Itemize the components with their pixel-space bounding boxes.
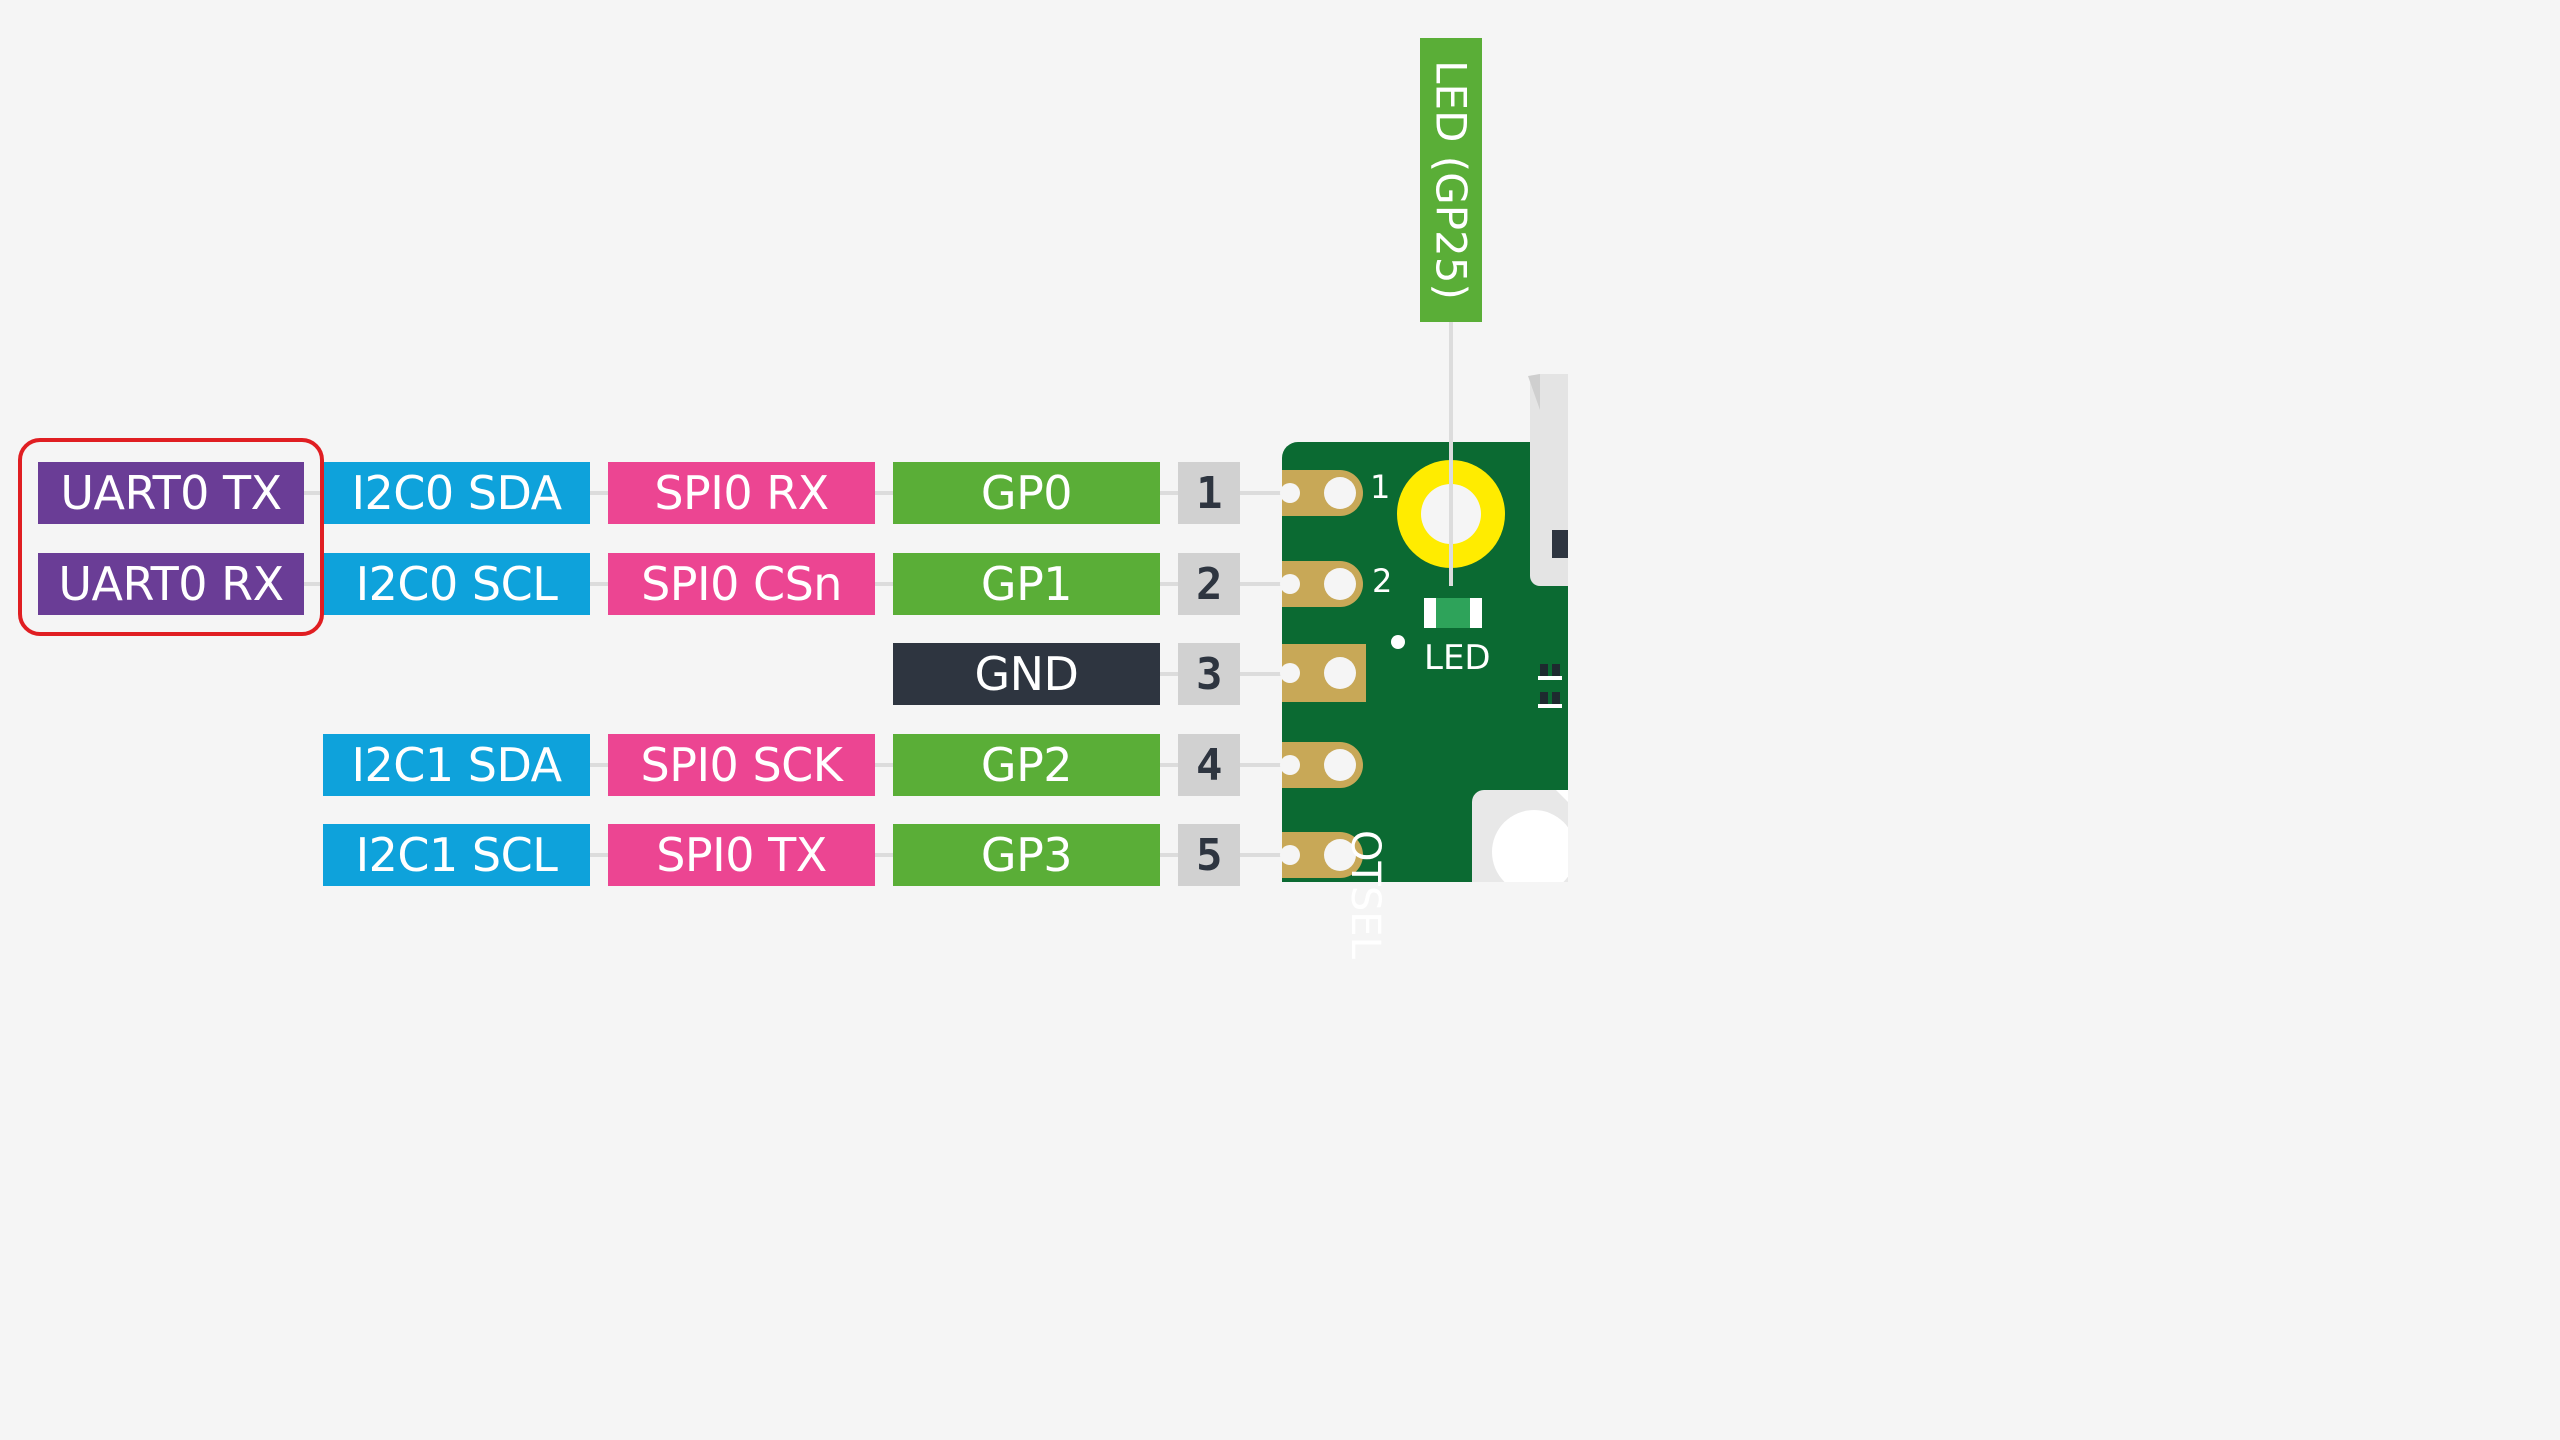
pin-number-3: 3 xyxy=(1178,643,1240,705)
i2c1-scl-label: I2C1 SCL xyxy=(323,824,590,886)
pin-number-4: 4 xyxy=(1178,734,1240,796)
pad-5 xyxy=(1280,832,1363,878)
header-pads xyxy=(1280,470,1366,878)
smd-components xyxy=(1540,664,1560,704)
uart0-rx-label: UART0 RX xyxy=(38,553,304,615)
pin-number-5: 5 xyxy=(1178,824,1240,886)
led-component xyxy=(1424,598,1482,628)
dot-marker xyxy=(1391,635,1405,649)
led-silkscreen-label: LED xyxy=(1424,638,1491,678)
i2c0-scl-label: I2C0 SCL xyxy=(323,553,590,615)
pad-1 xyxy=(1280,470,1363,516)
pad-3 xyxy=(1280,644,1366,702)
led-gp25-text: LED (GP25) xyxy=(1426,60,1476,300)
bootsel-button xyxy=(1472,790,1568,882)
pin-number-2: 2 xyxy=(1178,553,1240,615)
spi0-rx-label: SPI0 RX xyxy=(608,462,875,524)
gnd-label: GND xyxy=(893,643,1160,705)
usb-connector xyxy=(1528,374,1568,586)
gp2-label: GP2 xyxy=(893,734,1160,796)
pad-2 xyxy=(1280,561,1363,607)
pad-label-2: 2 xyxy=(1372,562,1393,600)
spi0-tx-label: SPI0 TX xyxy=(608,824,875,886)
gp1-label: GP1 xyxy=(893,553,1160,615)
smd-pads xyxy=(1538,676,1562,708)
board-diagram xyxy=(300,322,1568,882)
pad-4 xyxy=(1280,742,1363,788)
bootsel-silkscreen-label: OTSEL xyxy=(1342,830,1388,959)
gp0-label: GP0 xyxy=(893,462,1160,524)
i2c0-sda-label: I2C0 SDA xyxy=(323,462,590,524)
pad-label-1: 1 xyxy=(1370,468,1391,506)
gp3-label: GP3 xyxy=(893,824,1160,886)
uart-highlight-box xyxy=(18,438,324,636)
pin-number-1: 1 xyxy=(1178,462,1240,524)
uart0-tx-label: UART0 TX xyxy=(38,462,304,524)
spi0-sck-label: SPI0 SCK xyxy=(608,734,875,796)
led-gp25-callout: LED (GP25) xyxy=(1420,38,1482,322)
i2c1-sda-label: I2C1 SDA xyxy=(323,734,590,796)
spi0-csn-label: SPI0 CSn xyxy=(608,553,875,615)
